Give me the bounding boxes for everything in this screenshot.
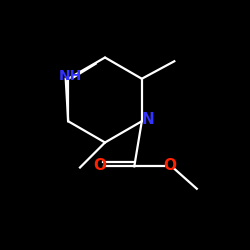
Text: O: O [163, 158, 176, 172]
Text: O: O [93, 158, 106, 172]
Text: N: N [142, 112, 154, 128]
Text: NH: NH [59, 69, 82, 83]
